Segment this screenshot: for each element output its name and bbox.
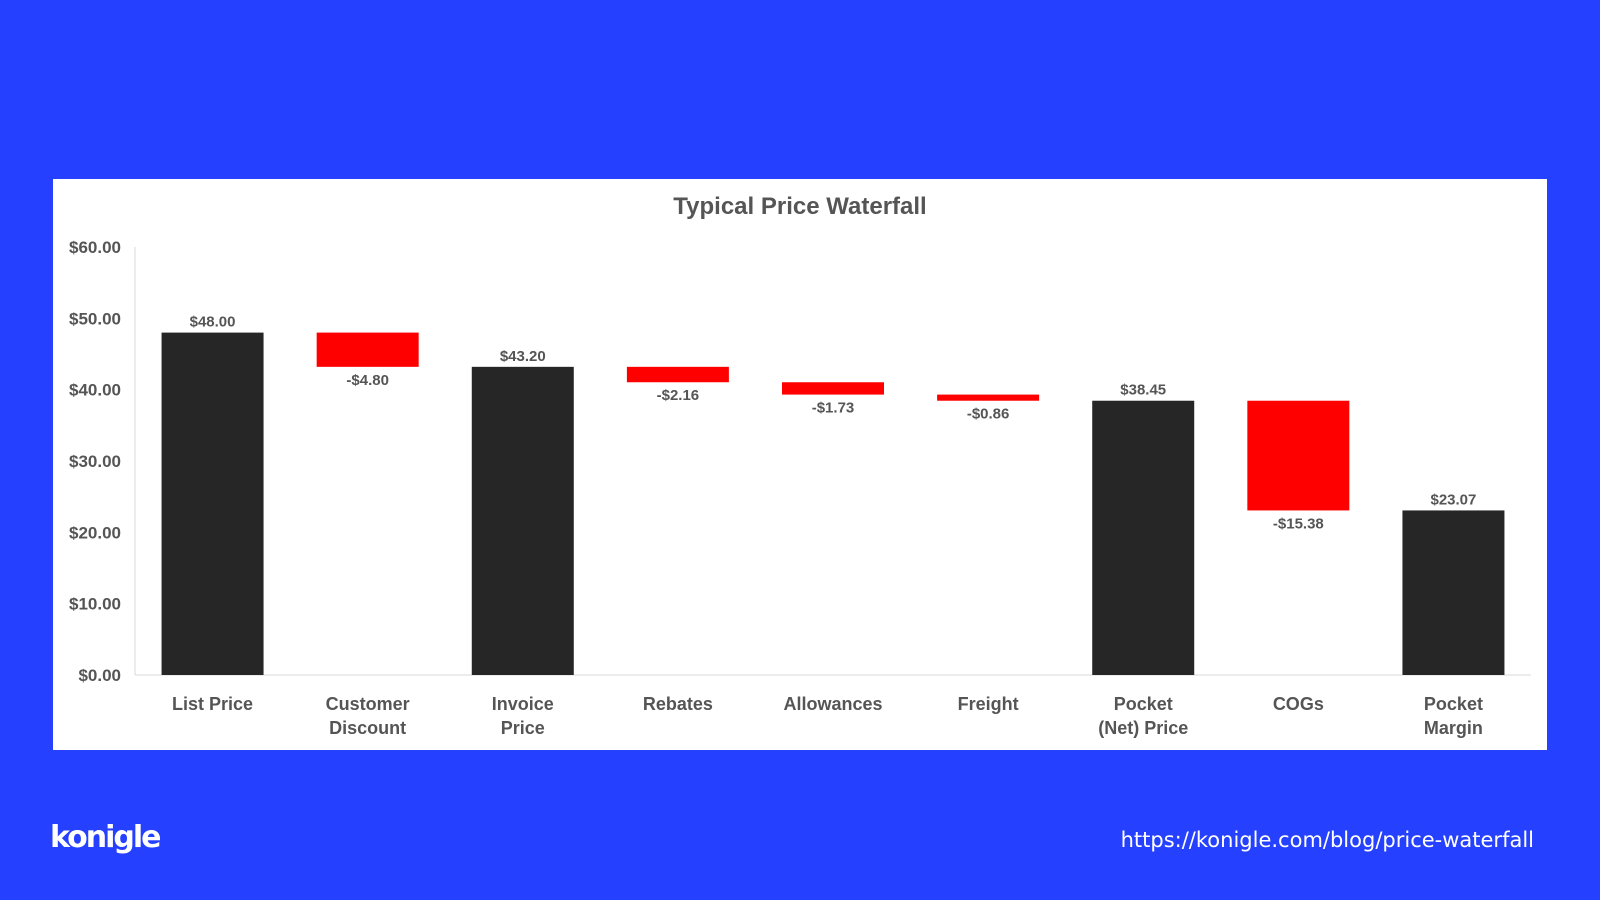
data-label: -$1.73 bbox=[812, 400, 855, 417]
waterfall-chart: $0.00 $10.00 $20.00 $30.00 $40.00 $50.00 $60.0… bbox=[69, 238, 1531, 738]
x-tick-label: List Price bbox=[172, 694, 253, 714]
bar bbox=[161, 332, 264, 675]
y-tick-label: $50.00 bbox=[69, 309, 121, 328]
data-label: $23.07 bbox=[1430, 491, 1476, 508]
x-tick-label: Discount bbox=[329, 718, 406, 738]
data-label: $38.45 bbox=[1120, 382, 1166, 399]
x-tick-label: Allowances bbox=[783, 694, 882, 714]
y-tick-label: $40.00 bbox=[69, 381, 121, 400]
y-tick-label: $20.00 bbox=[69, 523, 121, 542]
data-label: -$15.38 bbox=[1273, 515, 1324, 532]
bar bbox=[626, 366, 729, 383]
x-tick-label: (Net) Price bbox=[1098, 718, 1188, 738]
bar bbox=[1402, 510, 1505, 675]
y-tick-label: $0.00 bbox=[78, 666, 121, 685]
data-label: -$2.16 bbox=[657, 387, 700, 404]
data-label: -$0.86 bbox=[967, 406, 1010, 423]
y-tick-label: $30.00 bbox=[69, 452, 121, 471]
data-label: -$4.80 bbox=[346, 372, 389, 389]
bar bbox=[1092, 400, 1195, 675]
y-tick-label: $10.00 bbox=[69, 595, 121, 614]
x-tick-label: Margin bbox=[1424, 718, 1483, 738]
x-tick-label: Customer bbox=[326, 694, 410, 714]
chart-panel: Typical Price Waterfall $0.00 $10.00 $20.0… bbox=[53, 179, 1547, 750]
bar bbox=[782, 382, 884, 395]
source-url-link[interactable]: https://konigle.com/blog/price-waterfall bbox=[1120, 828, 1534, 852]
x-tick-label: Price bbox=[501, 718, 545, 738]
chart-title: Typical Price Waterfall bbox=[673, 193, 927, 220]
data-label: $43.20 bbox=[500, 348, 546, 365]
x-tick-label: Freight bbox=[958, 694, 1019, 714]
x-tick-label: Invoice bbox=[492, 694, 554, 714]
konigle-logo[interactable]: konigle bbox=[50, 820, 162, 855]
data-label: $48.00 bbox=[190, 314, 236, 331]
x-tick-label: COGs bbox=[1273, 694, 1324, 714]
bar bbox=[1247, 400, 1350, 511]
bar bbox=[471, 366, 574, 675]
x-tick-label: Rebates bbox=[643, 694, 713, 714]
x-tick-label: Pocket bbox=[1114, 694, 1173, 714]
bar bbox=[937, 394, 1040, 401]
y-tick-label: $60.00 bbox=[69, 238, 121, 257]
x-tick-label: Pocket bbox=[1424, 694, 1483, 714]
bar bbox=[316, 332, 419, 367]
